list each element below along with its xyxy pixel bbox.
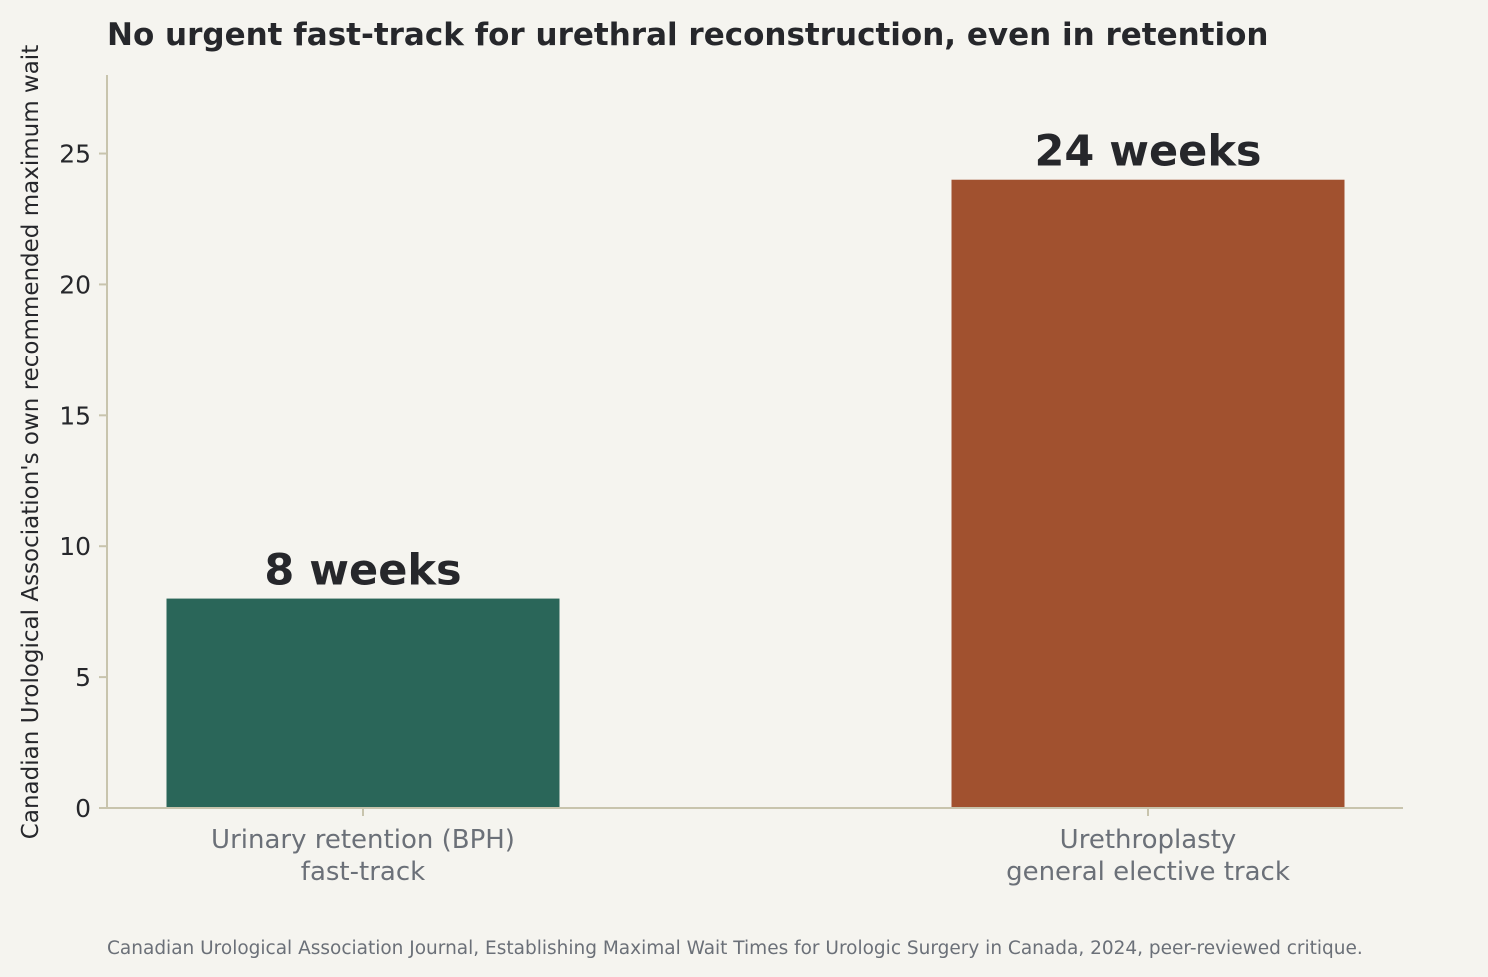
bar-value-label-1: 24 weeks (1034, 127, 1261, 177)
y-tick-label-2: 10 (59, 532, 91, 561)
x-tick-label-1-line-0: Urethroplasty (1060, 825, 1237, 855)
x-tick-label-1-line-1: general elective track (1006, 857, 1290, 887)
bars-layer: 8 weeks 24 weeks (166, 127, 1345, 808)
y-axis-label: Canadian Urological Association's own re… (18, 45, 44, 839)
x-tick-label-0-line-0: Urinary retention (BPH) (211, 825, 515, 855)
axis-layer: Urinary retention (BPH)fast-track Urethro… (59, 75, 1403, 887)
y-tick-label-0: 0 (75, 794, 91, 823)
x-tick-label-0-line-1: fast-track (301, 857, 425, 887)
chart-title: No urgent fast-track for urethral recons… (107, 17, 1269, 53)
y-tick-label-5: 25 (59, 140, 91, 169)
bar-1 (951, 179, 1345, 808)
source-note: Canadian Urological Association Journal,… (107, 938, 1363, 959)
bar-0 (166, 598, 560, 808)
y-tick-label-3: 15 (59, 401, 91, 430)
y-tick-label-1: 5 (75, 663, 91, 692)
y-tick-label-4: 20 (59, 270, 91, 299)
bar-value-label-0: 8 weeks (264, 546, 461, 596)
